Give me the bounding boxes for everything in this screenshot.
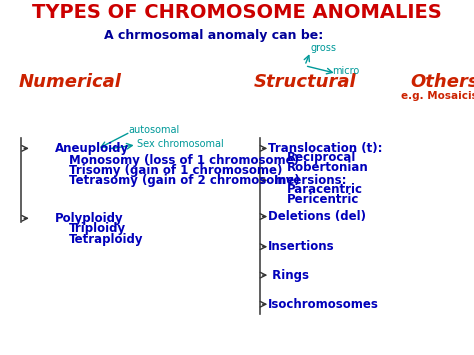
Text: Tetraploidy: Tetraploidy xyxy=(69,233,143,246)
Text: Others: Others xyxy=(410,73,474,91)
Text: Structural: Structural xyxy=(254,73,356,91)
Text: Sex chromosomal: Sex chromosomal xyxy=(137,139,224,149)
Text: Aneuploidy: Aneuploidy xyxy=(55,142,128,155)
Text: Inversions:: Inversions: xyxy=(274,174,347,187)
Text: TYPES OF CHROMOSOME ANOMALIES: TYPES OF CHROMOSOME ANOMALIES xyxy=(32,3,442,22)
Text: Tetrasomy (gain of 2 chromosome): Tetrasomy (gain of 2 chromosome) xyxy=(69,174,300,187)
Text: Trisomy (gain of 1 chromosome): Trisomy (gain of 1 chromosome) xyxy=(69,164,282,177)
Text: Reciprocal: Reciprocal xyxy=(287,152,356,164)
Text: Isochromosomes: Isochromosomes xyxy=(268,298,379,311)
Text: Monosomy (loss of 1 chromosome): Monosomy (loss of 1 chromosome) xyxy=(69,154,299,167)
Text: Rings: Rings xyxy=(268,269,309,282)
Text: Polyploidy: Polyploidy xyxy=(55,212,123,225)
Text: Numerical: Numerical xyxy=(19,73,122,91)
Text: autosomal: autosomal xyxy=(128,125,179,135)
Text: Translocation (t):: Translocation (t): xyxy=(268,142,383,155)
Text: Deletions (del): Deletions (del) xyxy=(268,210,366,223)
Text: Pericentric: Pericentric xyxy=(287,193,359,206)
Text: e.g. Mosaicism: e.g. Mosaicism xyxy=(401,91,474,101)
Text: Insertions: Insertions xyxy=(268,240,335,253)
Text: Triploidy: Triploidy xyxy=(69,223,126,235)
Text: Paracentric: Paracentric xyxy=(287,184,363,196)
Text: Robertonian: Robertonian xyxy=(287,161,368,174)
Text: gross: gross xyxy=(310,43,337,53)
Text: A chrmosomal anomaly can be:: A chrmosomal anomaly can be: xyxy=(104,29,324,42)
Text: micro: micro xyxy=(332,66,359,76)
